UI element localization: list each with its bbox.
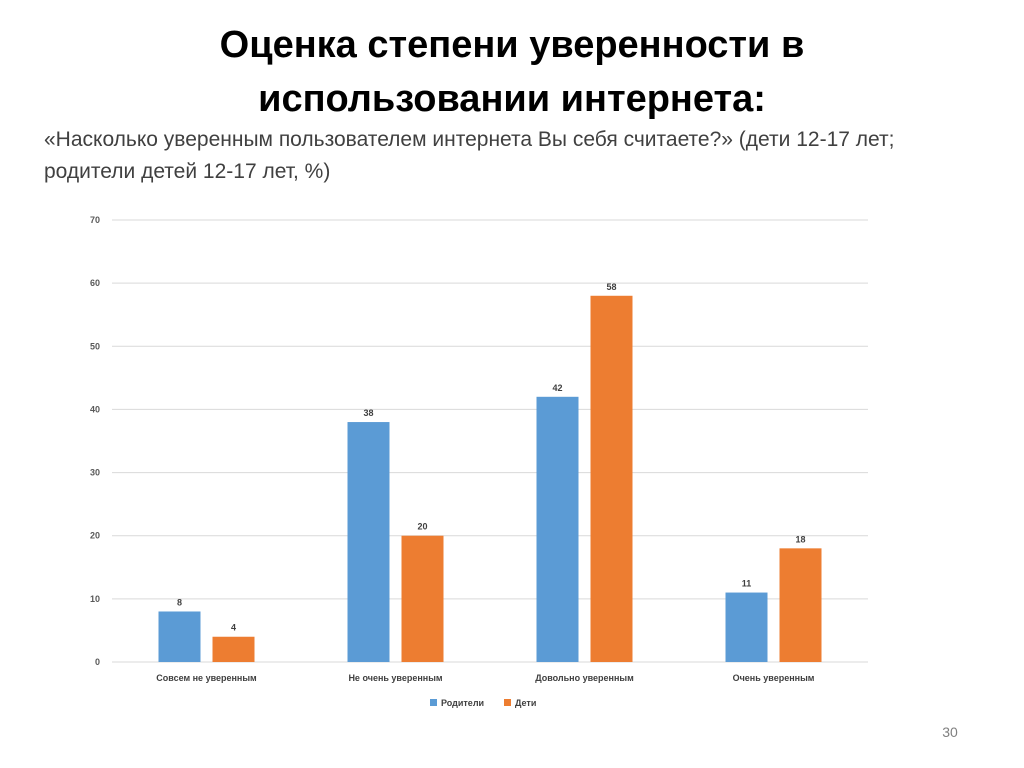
slide-title-line-2: использовании интернета:	[258, 78, 766, 120]
y-tick-label: 50	[90, 341, 100, 351]
data-label: 4	[231, 623, 236, 633]
y-tick-label: 0	[95, 657, 100, 667]
data-label: 20	[417, 522, 427, 532]
legend-label: Родители	[441, 698, 484, 708]
bar	[536, 396, 579, 662]
bar	[347, 422, 390, 662]
legend-swatch	[430, 699, 437, 706]
data-label: 8	[177, 597, 182, 607]
data-label: 11	[742, 579, 752, 589]
bar	[779, 548, 822, 662]
data-label: 18	[795, 534, 805, 544]
y-tick-label: 60	[90, 278, 100, 288]
bar	[212, 636, 255, 662]
page-number: 30	[942, 724, 958, 740]
chart-question: «Насколько уверенным пользователем интер…	[44, 124, 984, 188]
x-category-label: Довольно уверенным	[535, 673, 634, 683]
legend-swatch	[504, 699, 511, 706]
bar	[590, 295, 633, 662]
y-tick-label: 30	[90, 468, 100, 478]
y-tick-label: 40	[90, 404, 100, 414]
bar	[158, 611, 201, 662]
x-category-label: Очень уверенным	[733, 673, 815, 683]
chart-question-line-1: «Насколько уверенным пользователем интер…	[44, 128, 895, 151]
legend-label: Дети	[515, 698, 536, 708]
data-label: 38	[363, 408, 373, 418]
y-tick-label: 10	[90, 594, 100, 604]
bar	[725, 592, 768, 662]
data-label: 42	[552, 383, 562, 393]
y-tick-label: 20	[90, 531, 100, 541]
slide-title-line-1: Оценка степени уверенности в	[219, 24, 805, 66]
chart-question-line-2: родители детей 12-17 лет, %)	[44, 160, 331, 183]
y-tick-label: 70	[90, 215, 100, 225]
slide-title: Оценка степени уверенности в использован…	[0, 18, 1024, 126]
x-category-label: Не очень уверенным	[348, 673, 442, 683]
data-label: 58	[606, 282, 616, 292]
x-category-label: Совсем не уверенным	[156, 673, 257, 683]
bar	[401, 535, 444, 662]
